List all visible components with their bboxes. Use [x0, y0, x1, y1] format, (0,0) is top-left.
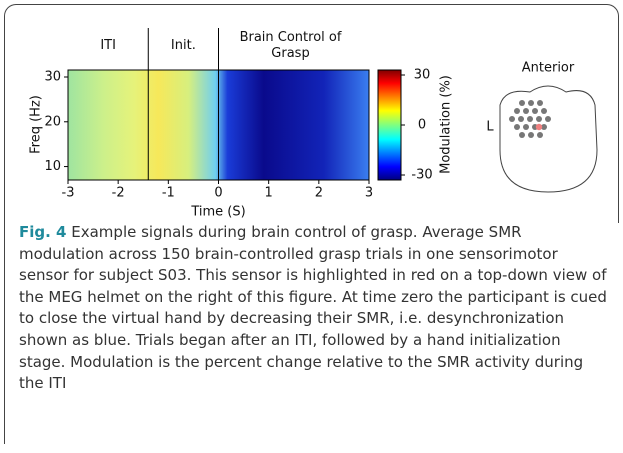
- x-tick-label: -2: [112, 186, 125, 201]
- caption-label: Fig. 4: [19, 223, 67, 241]
- helmet-diagram: Anterior L: [486, 61, 598, 193]
- x-tick-label: -1: [162, 186, 175, 201]
- phase-label: ITI: [100, 38, 116, 53]
- phase-label: Init.: [170, 38, 196, 53]
- caption-text: Average SMR modulation across 150 brain-…: [19, 223, 607, 393]
- caption: Fig. 4 Example signals during brain cont…: [4, 222, 611, 444]
- y-tick-label: 10: [44, 159, 61, 174]
- x-tick-label: 3: [365, 186, 373, 201]
- figure: Anterior L -3 -2 -1 0 1 2 3 10 20 30 Time (S) Freq …: [29, 28, 598, 220]
- y-tick-label: 20: [44, 114, 61, 129]
- helmet-outline: [499, 85, 598, 193]
- x-tick-label: 0: [214, 186, 222, 201]
- colorbar: [377, 69, 402, 181]
- x-tick-label: 1: [265, 186, 273, 201]
- colorbar-label: Modulation (%): [439, 75, 454, 174]
- colorbar-tick-label: 30: [414, 68, 431, 83]
- helmet-side-label: L: [486, 120, 494, 135]
- y-axis-label: Freq (Hz): [29, 95, 44, 154]
- phase-label: Brain Control of Grasp: [239, 30, 342, 61]
- x-axis-label: Time (S): [190, 205, 245, 220]
- figure-frame: [4, 4, 619, 223]
- highlighted-sensor: [535, 123, 543, 131]
- x-tick-label: 2: [315, 186, 323, 201]
- sensors: [509, 100, 551, 138]
- y-tick-label: 30: [44, 70, 61, 85]
- x-tick-label: -3: [62, 186, 75, 201]
- helmet-top-label: Anterior: [522, 61, 575, 76]
- colorbar-tick-label: -30: [411, 168, 432, 183]
- colorbar-tick-label: 0: [418, 118, 426, 133]
- caption-title: Example signals during brain control of …: [71, 223, 418, 241]
